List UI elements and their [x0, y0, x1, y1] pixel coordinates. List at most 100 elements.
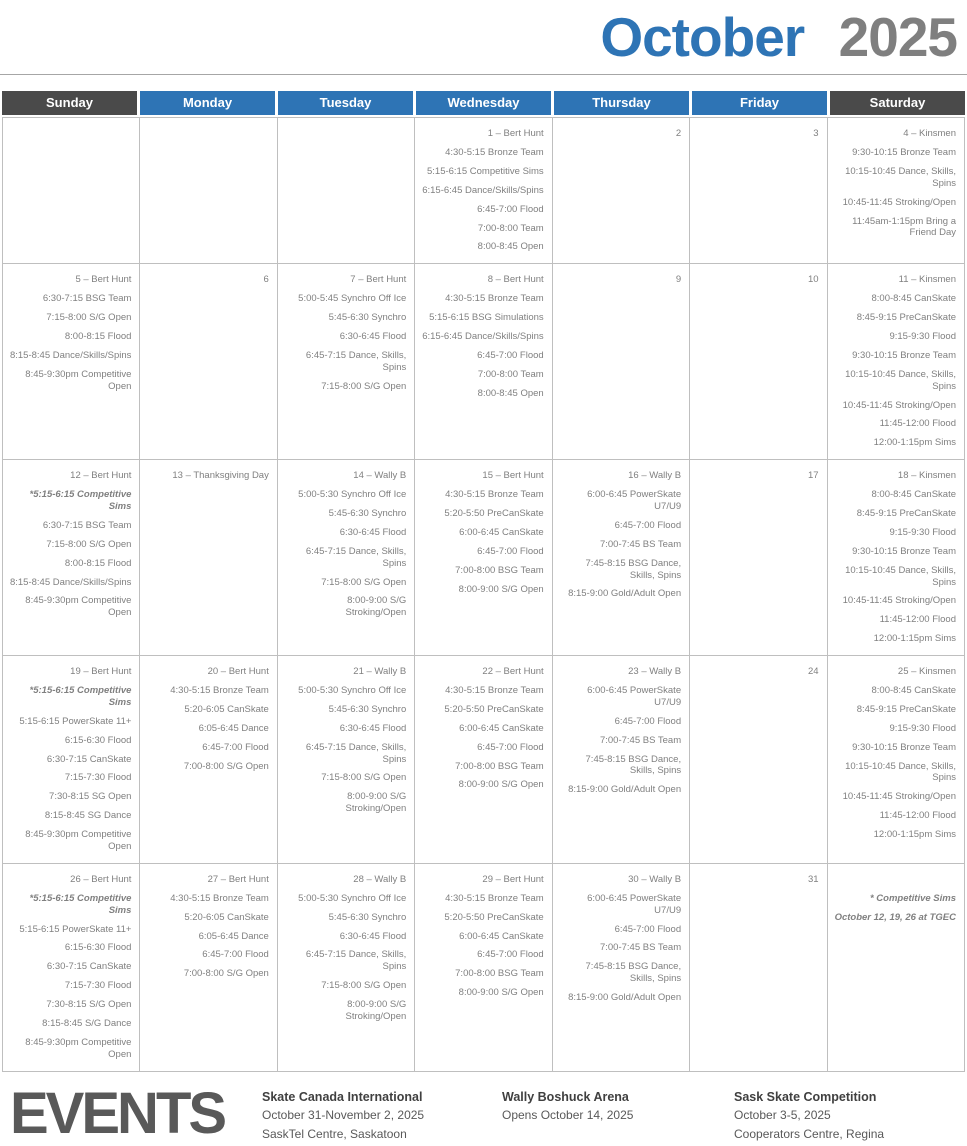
day-label: 19 – Bert Hunt: [70, 666, 132, 677]
event-entry: 12:00-1:15pm Sims: [873, 437, 956, 449]
calendar-day-cell: 24: [689, 655, 828, 864]
event-entry: 4:30-5:15 Bronze Team: [445, 147, 544, 158]
title-month: October: [600, 6, 805, 68]
event-entry: 6:45-7:00 Flood: [477, 349, 544, 361]
event-entry: 6:30-6:45 Flood: [339, 526, 407, 538]
event-entry: 8:15-8:45 Dance/Skills/Spins: [9, 576, 132, 588]
calendar-day-cell: [276, 116, 416, 265]
event-entry: 6:45-7:15 Dance, Skills, Spins: [305, 349, 407, 373]
event-entry: 10:15-10:45 Dance, Skills, Spins: [845, 564, 956, 588]
day-label: [284, 128, 406, 140]
event-entry: 6:30-6:45 Flood: [339, 331, 407, 342]
event-entry: 9:15-9:30 Flood: [889, 722, 956, 734]
event-entry: 7:15-8:00 S/G Open: [321, 380, 407, 392]
calendar-day-cell: 27 – Bert Hunt 4:30-5:15 Bronze Team 5:20-…: [139, 862, 278, 1072]
event-entry: 6:30-7:15 CanSkate: [46, 753, 132, 765]
event-entry: 8:45-9:15 PreCanSkate: [856, 312, 956, 324]
event-entry: 6:05-6:45 Dance: [198, 930, 269, 942]
event-entry: 7:00-7:45 BS Team: [599, 734, 682, 746]
calendar-day-cell: 8 – Bert Hunt 4:30-5:15 Bronze Team 5:15-6…: [414, 263, 553, 461]
calendar-day-cell: 18 – Kinsmen 8:00-8:45 CanSkate 8:45-9:15 …: [826, 459, 966, 656]
day-header-sunday: Sunday: [2, 91, 137, 115]
calendar-day-cell: 29 – Bert Hunt 4:30-5:15 Bronze Team 5:20-…: [414, 862, 553, 1072]
event-entry: 8:45-9:15 PreCanSkate: [856, 703, 956, 715]
day-label: 15 – Bert Hunt: [482, 470, 544, 482]
event-entry: 8:00-8:45 CanSkate: [871, 685, 956, 696]
event-entry: 4:30-5:15 Bronze Team: [445, 489, 544, 501]
event-entry: 7:30-8:15 S/G Open: [46, 999, 132, 1010]
event-entry: 7:15-7:30 Flood: [64, 772, 132, 784]
day-header-friday: Friday: [692, 91, 827, 115]
event-entry: 7:00-7:45 BS Team: [599, 538, 682, 550]
calendar-day-cell: 11 – Kinsmen 8:00-8:45 CanSkate 8:45-9:15 …: [826, 263, 966, 461]
day-header-tuesday: Tuesday: [278, 91, 413, 115]
event-entry: 6:45-7:00 Flood: [614, 923, 682, 935]
event-entry: 8:15-8:45 S/G Dance: [42, 1017, 132, 1029]
calendar-day-cell: 30 – Wally B 6:00-6:45 PowerSkate U7/U9 6:…: [551, 862, 691, 1072]
calendar-body: 1 – Bert Hunt 4:30-5:15 Bronze Team 5:15-6…: [1, 116, 966, 1072]
day-label: 28 – Wally B: [353, 873, 407, 885]
calendar-day-cell: 31: [689, 862, 828, 1072]
event-entry: 8:15-9:00 Gold/Adult Open: [568, 784, 682, 796]
event-entry: 6:45-7:15 Dance, Skills, Spins: [305, 949, 407, 973]
day-label: 13 – Thanksgiving Day: [172, 470, 269, 482]
event-entry: 7:15-8:00 S/G Open: [46, 538, 132, 550]
event-entry: 12:00-1:15pm Sims: [873, 829, 956, 840]
event-entry: 5:15-6:15 PowerSkate 11+: [19, 715, 132, 727]
day-label: [9, 128, 131, 140]
event-line: October 31-November 2, 2025: [262, 1107, 425, 1122]
day-label: 17: [807, 470, 819, 482]
event-entry: 7:15-7:30 Flood: [64, 980, 132, 992]
day-header-wednesday: Wednesday: [416, 91, 551, 115]
event-entry: 11:45am-1:15pm Bring a Friend Day: [852, 215, 956, 239]
calendar-day-cell: 25 – Kinsmen 8:00-8:45 CanSkate 8:45-9:15 …: [826, 655, 966, 864]
calendar-day-cell: 15 – Bert Hunt 4:30-5:15 Bronze Team 5:20-…: [414, 459, 553, 656]
event-entry: 7:45-8:15 BSG Dance, Skills, Spins: [585, 753, 682, 777]
event-entry: 6:45-7:00 Flood: [477, 741, 544, 753]
event-line: Cooperators Centre, Regina: [734, 1126, 885, 1141]
event-entry: 6:45-7:00 Flood: [477, 949, 544, 961]
event-entry: 7:00-8:00 Team: [477, 222, 544, 234]
event-entry: 6:30-7:15 CanSkate: [46, 961, 132, 973]
event-entry: 6:15-6:45 Dance/Skills/Spins: [422, 184, 544, 196]
day-label: 1 – Bert Hunt: [487, 128, 544, 139]
day-label: 29 – Bert Hunt: [482, 873, 544, 885]
day-label: 10: [807, 274, 819, 286]
day-label: [834, 874, 956, 886]
day-label: [146, 128, 268, 140]
event-entry: 5:20-6:05 CanSkate: [184, 703, 269, 715]
event-entry: 8:15-8:45 Dance/Skills/Spins: [9, 349, 132, 361]
event-entry: 6:15-6:30 Flood: [64, 942, 132, 954]
event-entry: 8:00-8:45 Open: [477, 387, 544, 399]
event-entry: 8:15-8:45 SG Dance: [44, 810, 132, 822]
event-entry: 10:15-10:45 Dance, Skills, Spins: [845, 760, 956, 784]
day-label: 25 – Kinsmen: [897, 666, 956, 677]
calendar-day-cell: 12 – Bert Hunt *5:15-6:15 Competitive Sim…: [1, 459, 141, 656]
event-entry: 5:45-6:30 Synchro: [328, 508, 407, 519]
event-entry: 8:00-9:00 S/G Stroking/Open: [345, 999, 407, 1022]
event-entry: 9:15-9:30 Flood: [889, 331, 956, 342]
calendar-day-cell: 23 – Wally B 6:00-6:45 PowerSkate U7/U9 6:…: [551, 655, 691, 864]
event-entry: 6:30-6:45 Flood: [339, 930, 407, 942]
event-title: Wally Boshuck Arena: [502, 1089, 629, 1104]
event-entry: 5:00-5:30 Synchro Off Ice: [298, 489, 407, 501]
event-entry: 8:00-8:45 CanSkate: [871, 489, 956, 501]
day-label: 26 – Bert Hunt: [70, 873, 132, 885]
calendar-day-cell: [1, 116, 141, 265]
event-entry: October 12, 19, 26 at TGEC: [834, 911, 956, 923]
event-entry: 8:45-9:15 PreCanSkate: [856, 508, 956, 519]
event-entry: *5:15-6:15 Competitive Sims: [29, 685, 132, 708]
event-line: October 3-5, 2025: [734, 1107, 831, 1122]
calendar-day-cell: 3: [689, 116, 828, 265]
event-entry: 6:00-6:45 CanSkate: [459, 722, 544, 734]
event-entry: 6:45-7:00 Flood: [202, 741, 269, 753]
event-entry: 5:45-6:30 Synchro: [328, 312, 407, 324]
calendar-day-cell: * Competitive Sims October 12, 19, 26 at …: [826, 862, 966, 1072]
event-entry: 12:00-1:15pm Sims: [873, 633, 956, 645]
day-label: 9: [675, 274, 682, 286]
day-label: 23 – Wally B: [628, 666, 682, 677]
day-label: 12 – Bert Hunt: [70, 470, 132, 482]
event-entry: 8:00-9:00 S/G Stroking/Open: [345, 791, 407, 815]
calendar-day-cell: 16 – Wally B 6:00-6:45 PowerSkate U7/U9 6:…: [551, 459, 691, 656]
event-entry: 5:20-6:05 CanSkate: [184, 911, 269, 923]
